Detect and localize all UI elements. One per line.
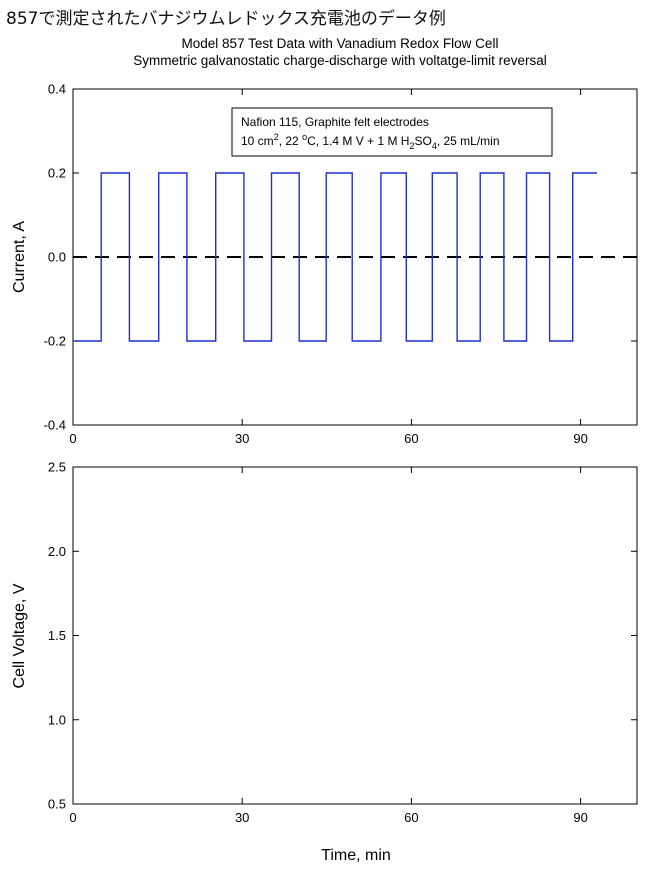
voltage-x-tick-label: 30	[235, 810, 249, 825]
annotation-line-1: Nafion 115, Graphite felt electrodes	[241, 115, 429, 129]
voltage-y-tick-label: 0.5	[48, 797, 66, 812]
x-axis-title: Time, min	[321, 847, 391, 864]
voltage-y-tick-label: 1.5	[48, 628, 66, 643]
current-y-axis-title: Current, A	[11, 221, 28, 293]
voltage-chart: 2.52.01.51.00.5 0 30 60 90 Cell Voltage, V …	[11, 460, 638, 864]
current-y-tick-label: 0.2	[48, 166, 66, 181]
current-x-tick-label: 0	[69, 431, 76, 446]
figure-subtitle: Symmetric galvanostatic charge-discharge…	[133, 53, 546, 68]
voltage-y-tick-label: 2.5	[48, 460, 66, 475]
conditions-annotation: Nafion 115, Graphite felt electrodes 10 …	[231, 107, 553, 157]
voltage-y-axis-title: Cell Voltage, V	[11, 583, 28, 688]
voltage-x-tick-label: 90	[573, 810, 587, 825]
voltage-y-tick-label: 1.0	[48, 712, 66, 727]
current-y-tick-label: -0.4	[44, 418, 66, 433]
current-x-tick-label: 90	[573, 431, 587, 446]
annotation-box	[231, 107, 553, 157]
current-x-tick-label: 30	[235, 431, 249, 446]
current-y-tick-label: -0.2	[44, 334, 66, 349]
current-y-tick-label: 0.4	[48, 82, 66, 97]
voltage-x-ticks: 0 30 60 90	[69, 467, 588, 825]
page-heading: 857で測定されたバナジウムレドックス充電池のデータ例	[6, 9, 446, 29]
voltage-y-tick-label: 2.0	[48, 544, 66, 559]
voltage-x-tick-label: 60	[404, 810, 418, 825]
current-x-tick-label: 60	[404, 431, 418, 446]
current-x-ticks: 0 30 60 90	[69, 89, 588, 446]
annotation-line-2: 10 cm2, 22 oC, 1.4 M V + 1 M H2SO4, 25 m…	[241, 132, 500, 151]
current-y-tick-label: 0.0	[48, 250, 66, 265]
voltage-plot-frame	[72, 466, 638, 805]
current-series-line	[73, 172, 597, 342]
voltage-y-ticks: 2.5 2.0 1.5 1.0 0.5	[48, 460, 637, 812]
current-y-ticks: 0.4 0.2 0.0 -0.2 -0.4	[44, 82, 637, 433]
voltage-x-tick-label: 0	[69, 810, 76, 825]
figure-title: Model 857 Test Data with Vanadium Redox …	[182, 36, 499, 51]
current-chart: 0.4 0.2 0.0 -0.2 -0.4 0 30 60 90 Current, A Naf…	[11, 82, 638, 446]
